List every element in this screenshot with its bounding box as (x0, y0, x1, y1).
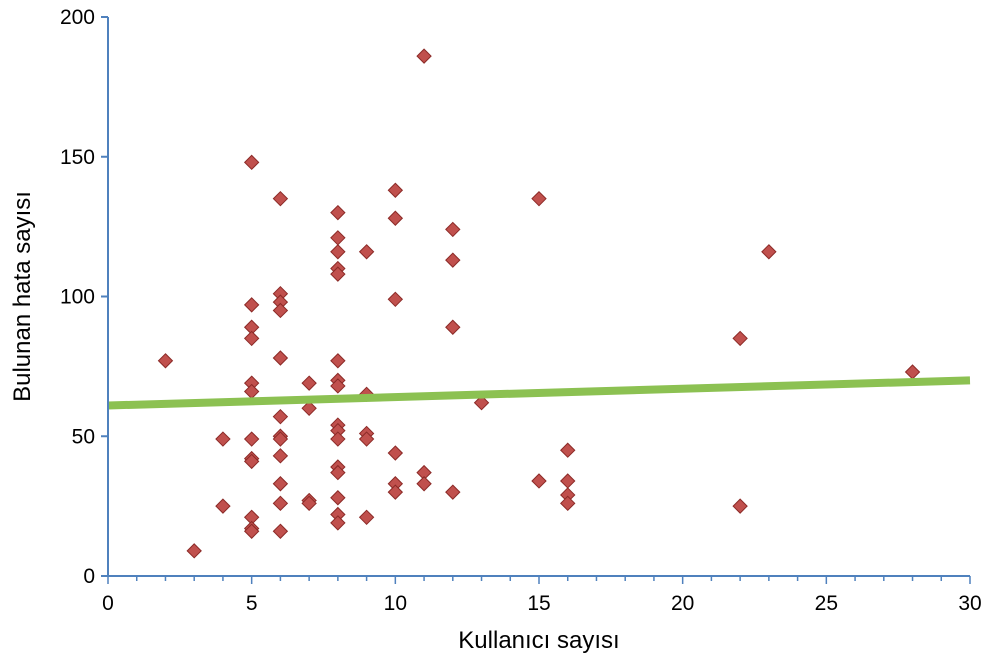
data-point (243, 383, 260, 400)
data-point (243, 431, 260, 447)
x-axis-title: Kullanıcı sayısı (458, 627, 619, 654)
data-point (732, 498, 748, 514)
data-point (473, 395, 490, 411)
data-point (330, 515, 346, 531)
data-point (358, 431, 375, 447)
data-point (358, 244, 375, 260)
data-point (243, 297, 260, 313)
data-point (387, 210, 404, 226)
data-point (330, 353, 346, 369)
x-tick-label: 0 (102, 592, 114, 615)
y-tick-label: 100 (60, 286, 95, 309)
data-point (272, 448, 289, 464)
data-point (301, 375, 317, 391)
data-point (330, 244, 346, 260)
data-point (445, 252, 461, 268)
data-point (272, 350, 289, 366)
y-tick-label: 0 (83, 565, 95, 588)
data-point (330, 230, 346, 246)
trendline-layer (107, 376, 971, 410)
y-tick-label: 200 (60, 6, 95, 29)
data-point (732, 330, 748, 347)
data-point (330, 378, 346, 394)
data-point (387, 484, 404, 500)
axes: 0 50 100 150 200 0 5 10 15 20 25 30 (60, 6, 982, 615)
y-tick-label: 150 (60, 146, 95, 169)
x-tick-label: 20 (671, 592, 694, 615)
data-point (387, 182, 404, 198)
data-point (416, 476, 432, 492)
data-point (904, 364, 921, 380)
data-point (157, 353, 174, 369)
data-point (358, 509, 375, 526)
data-point (301, 400, 317, 417)
data-point (560, 473, 576, 489)
data-points (157, 48, 921, 559)
data-point (301, 495, 317, 512)
data-point (272, 431, 289, 447)
data-point (560, 495, 576, 512)
data-point (330, 464, 346, 481)
x-tick-label: 30 (958, 592, 981, 615)
data-point (272, 190, 289, 207)
data-point (330, 431, 346, 447)
data-point (243, 330, 260, 347)
data-point (330, 490, 346, 506)
data-point (445, 319, 461, 335)
data-point (387, 445, 404, 461)
data-point (761, 244, 777, 260)
data-point (272, 495, 289, 512)
y-axis-title: Bulunan hata sayısı (9, 191, 36, 402)
x-tick-label: 15 (527, 592, 550, 615)
x-tick-label: 25 (815, 592, 838, 615)
data-point (330, 204, 346, 221)
data-point (272, 302, 289, 319)
x-axis-ticks: 0 5 10 15 20 25 30 (102, 576, 982, 615)
y-tick-label: 50 (72, 425, 95, 448)
x-tick-label: 10 (384, 592, 407, 615)
data-point (445, 221, 461, 238)
data-point (272, 476, 289, 492)
x-tick-label: 5 (246, 592, 258, 615)
data-point (215, 498, 231, 514)
data-point (243, 523, 260, 539)
data-point (330, 266, 346, 282)
data-point (215, 431, 231, 447)
data-point (531, 473, 547, 489)
data-point (243, 453, 260, 470)
data-point (272, 523, 289, 539)
data-point (243, 154, 260, 171)
data-point (186, 543, 202, 559)
y-axis-ticks: 0 50 100 150 200 (60, 6, 108, 588)
data-point (445, 484, 461, 500)
data-point (416, 48, 432, 64)
data-point (531, 190, 547, 207)
data-point (560, 442, 576, 458)
data-point (387, 291, 404, 308)
data-point (272, 408, 289, 425)
trendline (107, 376, 971, 410)
